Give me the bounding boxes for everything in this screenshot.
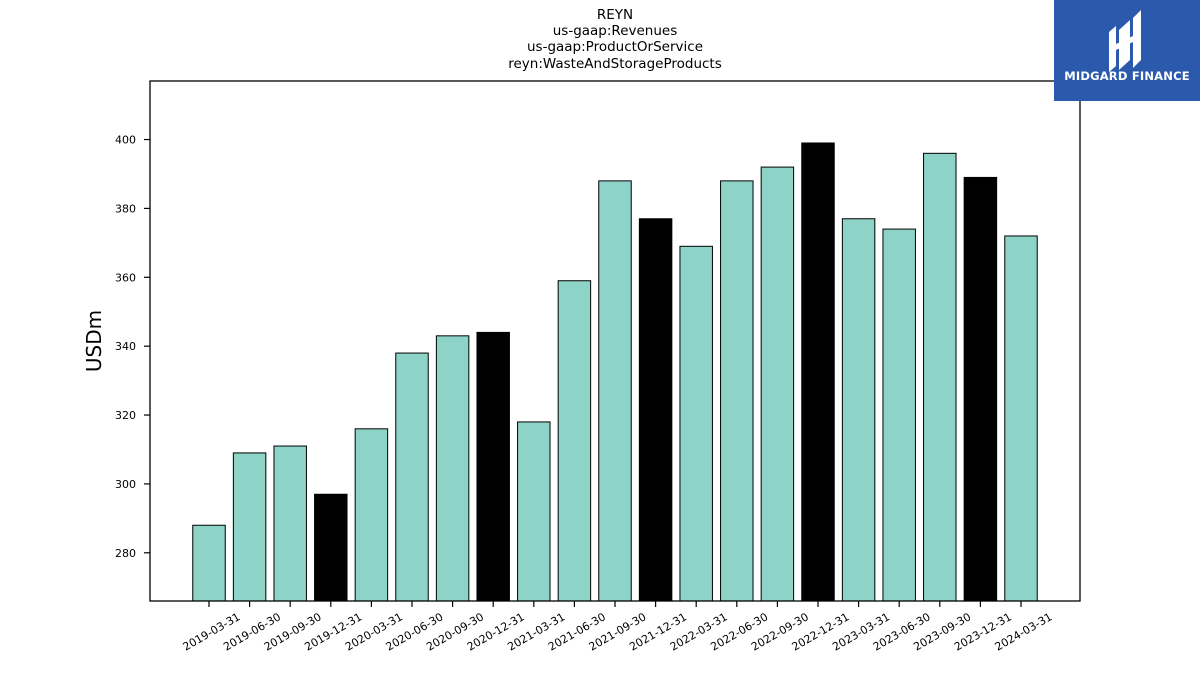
- bar-2020-06-30: [395, 352, 429, 602]
- bar-2020-03-31: [354, 428, 389, 602]
- bar-2021-03-31: [517, 421, 551, 602]
- bar-2019-09-30: [273, 445, 307, 602]
- bar-2020-12-31: [476, 331, 510, 602]
- chart-title-line-4: reyn:WasteAndStorageProducts: [508, 56, 722, 72]
- chart-title-line-1: REYN: [596, 7, 634, 23]
- bar-2019-12-31: [314, 493, 348, 602]
- bar-2021-09-30: [598, 180, 632, 602]
- y-tick-label: 380: [115, 202, 136, 215]
- y-tick-label: 360: [115, 271, 136, 284]
- bar-2019-03-31: [192, 524, 226, 602]
- bar-2022-03-31: [679, 245, 713, 602]
- bar-2019-06-30: [232, 452, 267, 602]
- plot-frame: [149, 80, 1081, 602]
- y-tick-label: 320: [115, 409, 136, 422]
- chart-title-line-3: us-gaap:ProductOrService: [526, 39, 704, 55]
- y-tick-label: 340: [115, 340, 136, 353]
- bar-2022-12-31: [801, 142, 835, 602]
- y-tick-label: 300: [115, 478, 136, 491]
- bar-2023-03-31: [841, 218, 876, 602]
- chart-title-line-2: us-gaap:Revenues: [552, 23, 678, 39]
- bar-2021-12-31: [638, 218, 673, 602]
- logo-text: MIDGARD FINANCE: [1064, 69, 1190, 83]
- midgard-finance-logo: MIDGARD FINANCE: [1054, 0, 1200, 101]
- bar-2023-09-30: [923, 152, 957, 602]
- bars-group: [192, 142, 1038, 602]
- bar-2023-12-31: [963, 176, 998, 602]
- bar-2020-09-30: [435, 335, 470, 602]
- y-tick-label: 400: [115, 134, 136, 147]
- x-axis: 2019-03-312019-06-302019-09-302019-12-31…: [181, 601, 1055, 654]
- y-axis: 280 300 320 340 360 380 400: [115, 134, 150, 560]
- y-axis-label: USDm: [82, 310, 106, 372]
- bar-2021-06-30: [557, 280, 592, 602]
- bar-2024-03-31: [1004, 235, 1038, 602]
- bar-2022-06-30: [720, 180, 754, 602]
- y-tick-label: 280: [115, 547, 136, 560]
- logo-mark-icon: [1109, 10, 1141, 72]
- bar-2023-06-30: [882, 228, 916, 602]
- bar-2022-09-30: [760, 166, 795, 602]
